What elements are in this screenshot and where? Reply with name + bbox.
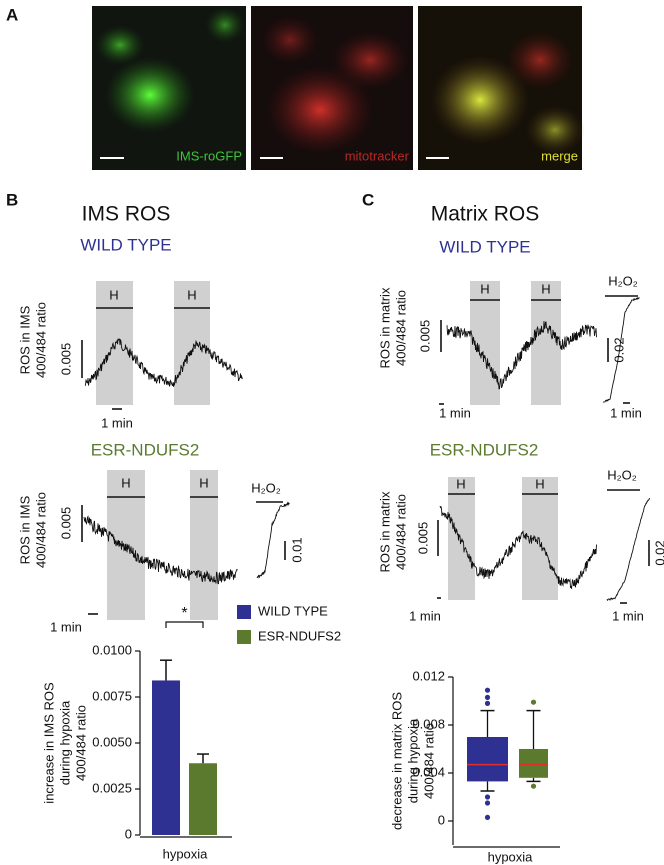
scale-label: 1 min (409, 608, 441, 623)
y-label: 400/484 ratio (33, 302, 48, 378)
significance-bracket (165, 621, 204, 628)
h-label: H (456, 476, 465, 491)
trace (446, 321, 597, 390)
y-tick-label: 0.012 (412, 668, 445, 683)
hypoxia-window (174, 281, 210, 405)
h-label: H (535, 476, 544, 491)
scale-label: 0.02 (611, 337, 626, 362)
bar (189, 763, 217, 835)
panel-label: C (362, 190, 374, 209)
h-label: H (187, 287, 196, 302)
y-label: ROS in matrix (377, 491, 392, 572)
y-label: ROS in IMS (17, 495, 32, 564)
h-label: H (199, 475, 208, 490)
h2o2-label: H₂O₂ (607, 467, 637, 482)
y-label: 400/484 ratio (73, 705, 88, 781)
panel-label: A (6, 5, 18, 24)
y-tick-label: 0.0025 (92, 780, 132, 795)
scale-label: 0.02 (652, 540, 664, 565)
y-label: 400/484 ratio (393, 494, 408, 570)
outlier (484, 800, 491, 806)
outlier (484, 687, 491, 693)
scale-label: 1 min (50, 619, 82, 634)
condition-label: WILD TYPE (439, 237, 530, 256)
image-label: merge (541, 148, 578, 163)
scale-label: 0.005 (58, 343, 73, 376)
y-tick-label: 0.0050 (92, 734, 132, 749)
scale-label: 0.005 (417, 320, 432, 353)
y-label: 400/484 ratio (421, 723, 436, 799)
image-label: IMS-roGFP (176, 148, 242, 163)
trace (256, 501, 290, 579)
h-label: H (541, 281, 550, 296)
trace (84, 338, 243, 388)
y-tick-label: 0.004 (412, 764, 445, 779)
y-tick-label: 0 (438, 812, 445, 827)
y-label: ROS in IMS (17, 305, 32, 374)
image-label: mitotracker (345, 148, 410, 163)
trace (439, 505, 597, 589)
y-label: increase in IMS ROS (41, 682, 56, 804)
trace (83, 515, 238, 585)
legend-label: ESR-NDUFS2 (258, 628, 341, 643)
scale-label: 1 min (101, 415, 133, 430)
y-label: 400/484 ratio (393, 290, 408, 366)
outlier (484, 700, 491, 707)
box (467, 737, 508, 782)
y-label: 400/484 ratio (33, 492, 48, 568)
h2o2-label: H₂O₂ (608, 273, 638, 288)
legend-swatch (237, 605, 251, 619)
hypoxia-window (96, 281, 133, 405)
micrograph: merge (418, 6, 585, 170)
x-tick-label: hypoxia (163, 846, 209, 861)
scale-label: 0.005 (415, 522, 430, 555)
hypoxia-window (448, 477, 475, 600)
trace (602, 296, 640, 403)
y-label: decrease in matrix ROS (389, 692, 404, 830)
h2o2-label: H₂O₂ (251, 480, 281, 495)
scale-label: 0.005 (58, 507, 73, 540)
panel-title: IMS ROS (82, 203, 171, 226)
outlier (484, 814, 491, 821)
legend-swatch (237, 630, 251, 644)
y-tick-label: 0.008 (412, 716, 445, 731)
y-tick-label: 0 (125, 826, 132, 841)
outlier (484, 794, 491, 800)
panel-label: B (6, 190, 18, 209)
condition-label: ESR-NDUFS2 (430, 440, 539, 459)
y-tick-label: 0.0075 (92, 688, 132, 703)
legend-label: WILD TYPE (258, 603, 328, 618)
trace (606, 497, 650, 602)
h-label: H (121, 475, 130, 490)
micrograph: IMS-roGFP (92, 6, 246, 170)
outlier (530, 699, 537, 705)
scale-label: 1 min (612, 608, 644, 623)
y-label: during hypoxia (57, 700, 72, 785)
h-label: H (109, 287, 118, 302)
scale-label: 1 min (610, 405, 642, 420)
micrograph: mitotracker (251, 6, 413, 170)
hypoxia-window (190, 470, 218, 620)
h-label: H (480, 281, 489, 296)
condition-label: ESR-NDUFS2 (91, 440, 200, 459)
hypoxia-window (531, 281, 561, 405)
hypoxia-window (522, 477, 558, 600)
y-label: during hypoxia (405, 718, 420, 803)
y-tick-label: 0.0100 (92, 642, 132, 657)
bar (152, 680, 180, 835)
annotation: * (181, 605, 187, 622)
y-label: ROS in matrix (377, 287, 392, 368)
box (519, 749, 548, 778)
scale-label: 1 min (439, 405, 471, 420)
condition-label: WILD TYPE (80, 235, 171, 254)
x-tick-label: hypoxia (488, 849, 534, 864)
panel-title: Matrix ROS (431, 203, 540, 226)
outlier (530, 783, 537, 789)
outlier (484, 694, 491, 701)
scale-label: 0.01 (289, 537, 304, 562)
